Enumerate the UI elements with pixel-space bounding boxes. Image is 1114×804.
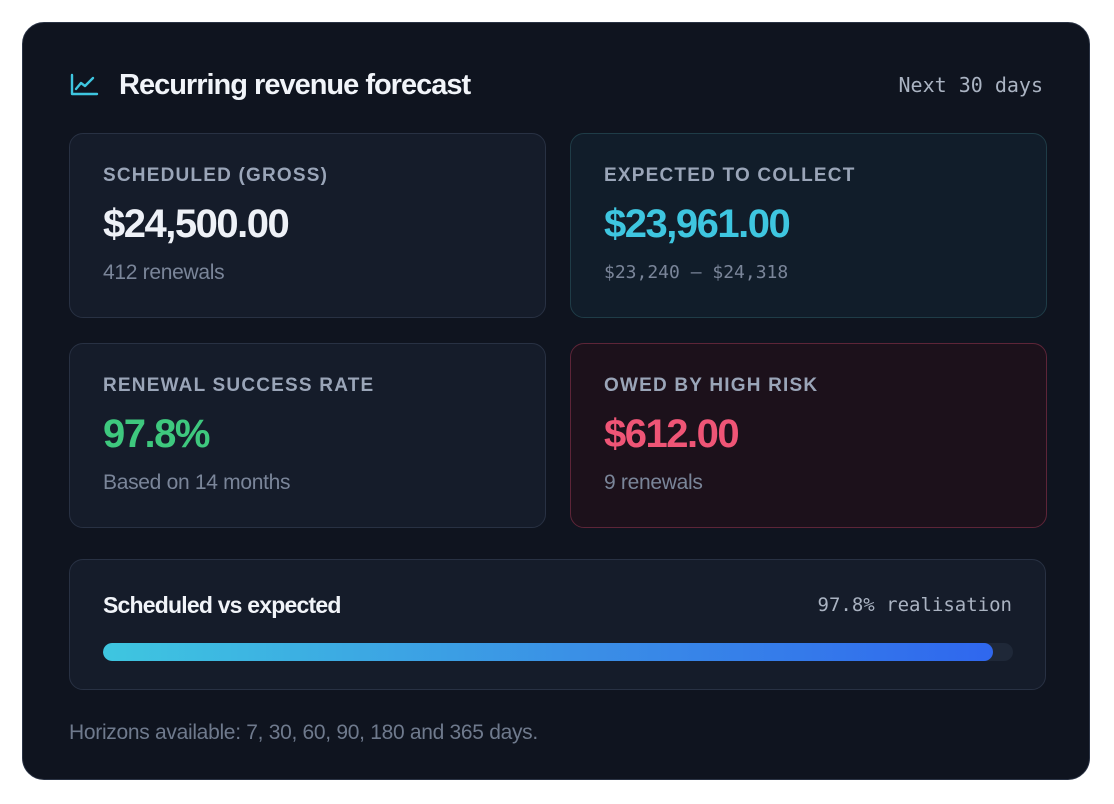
panel-title: Scheduled vs expected bbox=[103, 592, 341, 618]
footer-note: Horizons available: 7, 30, 60, 90, 180 a… bbox=[69, 721, 538, 744]
scheduled-vs-expected-panel: Scheduled vs expected 97.8% realisation bbox=[69, 559, 1046, 690]
expected-collect-tile: EXPECTED TO COLLECT $23,961.00 $23,240 –… bbox=[570, 133, 1047, 318]
scheduled-gross-tile: SCHEDULED (GROSS) $24,500.00 412 renewal… bbox=[69, 133, 546, 318]
title-group: Recurring revenue forecast bbox=[69, 68, 471, 102]
tile-subtext: 9 renewals bbox=[604, 471, 703, 494]
tile-value: 97.8% bbox=[103, 412, 210, 456]
tile-value: $23,961.00 bbox=[604, 202, 791, 246]
tile-value: $612.00 bbox=[604, 412, 740, 456]
tile-subtext: 412 renewals bbox=[103, 261, 225, 284]
card-header: Recurring revenue forecast Next 30 days bbox=[69, 65, 1043, 105]
progress-track bbox=[103, 643, 1013, 661]
progress-fill bbox=[103, 643, 993, 661]
tile-label: RENEWAL SUCCESS RATE bbox=[103, 375, 375, 396]
horizon-label[interactable]: Next 30 days bbox=[898, 73, 1044, 97]
realisation-rate: 97.8% realisation bbox=[817, 594, 1012, 616]
tile-label: EXPECTED TO COLLECT bbox=[604, 165, 856, 186]
renewal-success-tile: RENEWAL SUCCESS RATE 97.8% Based on 14 m… bbox=[69, 343, 546, 528]
tile-value: $24,500.00 bbox=[103, 202, 290, 246]
forecast-card: Recurring revenue forecast Next 30 days … bbox=[22, 22, 1090, 780]
tile-label: OWED BY HIGH RISK bbox=[604, 375, 819, 396]
tile-subtext: Based on 14 months bbox=[103, 471, 291, 494]
tile-label: SCHEDULED (GROSS) bbox=[103, 165, 329, 186]
tile-subtext: $23,240 – $24,318 bbox=[604, 262, 789, 283]
high-risk-tile: OWED BY HIGH RISK $612.00 9 renewals bbox=[570, 343, 1047, 528]
page-title: Recurring revenue forecast bbox=[119, 68, 471, 101]
line-chart-icon bbox=[69, 73, 99, 97]
